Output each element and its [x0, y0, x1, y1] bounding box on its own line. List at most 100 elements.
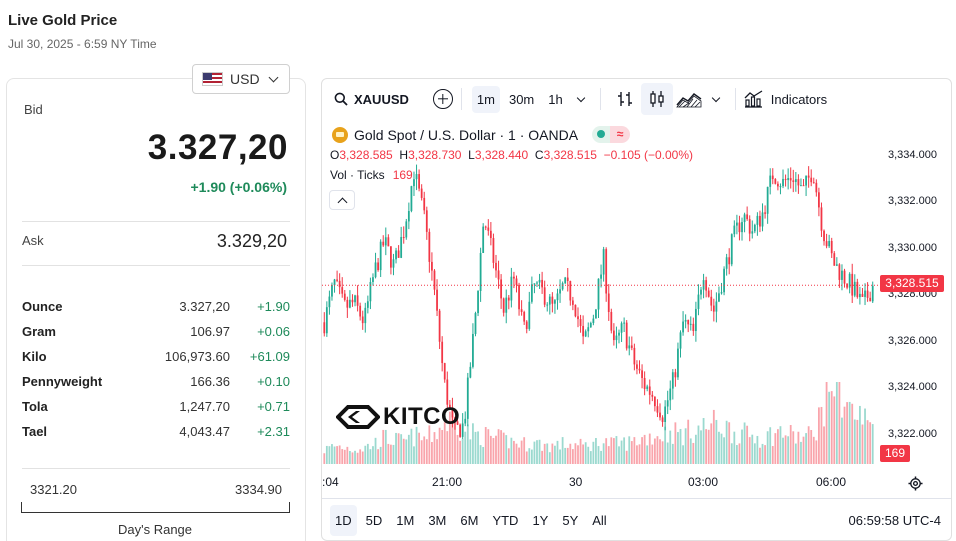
last-price-badge: 3,328.515 [880, 275, 944, 292]
volume-bar [459, 440, 462, 464]
bid-price: 3.327,20 [147, 128, 288, 167]
candle-body [331, 285, 333, 297]
volume-bar [456, 434, 459, 464]
unit-change: +0.10 [257, 374, 290, 389]
volume-bar [697, 425, 700, 464]
volume-bar [525, 451, 528, 464]
candle-body [405, 221, 408, 238]
volume-bar [397, 433, 400, 464]
compare-add-icon[interactable] [432, 89, 453, 109]
volume-bar [830, 391, 833, 464]
candle-body [746, 214, 749, 220]
indicators-button[interactable]: Indicators [744, 90, 827, 108]
interval-30m[interactable]: 30m [508, 91, 535, 107]
interval-1h[interactable]: 1h [548, 91, 563, 107]
candle-body [487, 227, 490, 231]
volume-bar [823, 426, 825, 464]
candle-body [523, 311, 526, 322]
candle-body [800, 185, 802, 187]
divider [22, 468, 290, 469]
candle-body [395, 250, 397, 260]
volume-bar [766, 431, 769, 464]
candle-body [823, 230, 825, 242]
range-5y-button[interactable]: 5Y [562, 513, 579, 528]
volume-bar [841, 417, 843, 464]
market-open-dot-icon [592, 126, 611, 143]
candle-body [413, 179, 415, 187]
candlestick-chart[interactable] [322, 79, 952, 498]
candle-body [600, 274, 602, 279]
volume-bar [418, 432, 421, 464]
volume-bar [787, 436, 790, 464]
volume-bar [835, 382, 838, 464]
candle-body [464, 418, 467, 424]
candle-body [472, 333, 474, 367]
range-ytd-button[interactable]: YTD [492, 513, 519, 528]
volume-bar [679, 428, 682, 464]
candle-body [828, 240, 831, 247]
candles-chart-type-icon[interactable] [640, 83, 673, 115]
candle-body [602, 249, 605, 275]
volume-bar [366, 443, 369, 464]
instrument-name: Gold Spot / U.S. Dollar · 1 · OANDA [354, 126, 579, 143]
volume-bar [592, 441, 595, 464]
candle-body [484, 226, 487, 228]
toolbar-separator [734, 88, 736, 110]
volume-bar [864, 408, 866, 464]
candle-body [374, 262, 377, 278]
days-range-high: 3334.90 [235, 482, 282, 497]
collapse-legend-button[interactable] [329, 190, 355, 210]
ask-price: 3.329,20 [216, 231, 287, 251]
volume-bar [625, 450, 628, 464]
symbol-search[interactable]: XAUUSD [334, 92, 409, 107]
candle-body [718, 293, 720, 302]
volume-bar [769, 427, 772, 464]
market-status-pill[interactable]: ≈ [592, 126, 631, 143]
volume-bar [477, 431, 479, 464]
candle-body [415, 174, 418, 180]
candle-body [835, 264, 838, 266]
candle-body [379, 241, 382, 271]
y-axis-tick: 3,324.000 [888, 381, 937, 393]
open-value: 3,328.585 [339, 148, 393, 162]
range-3m-button[interactable]: 3M [428, 513, 447, 528]
volume-bar [671, 443, 674, 464]
volume-bar [774, 433, 777, 464]
volume-bar [589, 451, 592, 464]
chart-clock[interactable]: 06:59:58 UTC-4 [848, 513, 942, 528]
volume-bar [728, 422, 731, 464]
volume-bar [441, 429, 444, 464]
candle-body [692, 323, 695, 332]
candle-body [684, 320, 687, 322]
volume-bar [759, 447, 761, 464]
volume-bar [725, 420, 728, 464]
gear-icon[interactable] [908, 476, 923, 491]
candle-body [787, 178, 790, 181]
interval-1m[interactable]: 1m [471, 85, 500, 113]
ohlc-legend: O 3,328.585 H 3,328.730 L 3,328.440 C 3,328.… [330, 148, 693, 162]
volume-bar [730, 443, 733, 464]
range-1m-button[interactable]: 1M [396, 513, 415, 528]
candle-body [715, 301, 718, 312]
candle-body [574, 304, 577, 317]
volume-bar [815, 440, 818, 464]
range-6m-button[interactable]: 6M [460, 513, 479, 528]
candle-body [507, 297, 510, 301]
volume-bar [369, 449, 372, 464]
gold-bar-icon [332, 126, 348, 143]
bar-chart-type-icon[interactable] [609, 83, 641, 115]
volume-bar [582, 444, 585, 464]
area-chart-type-icon[interactable] [673, 83, 705, 115]
volume-bar [464, 431, 467, 464]
range-1d-button[interactable]: 1D [330, 505, 357, 536]
range-5d-button[interactable]: 5D [365, 513, 383, 528]
range-1y-button[interactable]: 1Y [532, 513, 549, 528]
candle-body [615, 335, 618, 341]
currency-dropdown[interactable]: USD [192, 64, 290, 94]
range-all-button[interactable]: All [592, 513, 607, 528]
volume-bar [413, 446, 415, 464]
candle-body [761, 212, 764, 227]
volume-bar [577, 445, 579, 464]
volume-bar [794, 443, 797, 464]
candle-body [687, 320, 690, 325]
